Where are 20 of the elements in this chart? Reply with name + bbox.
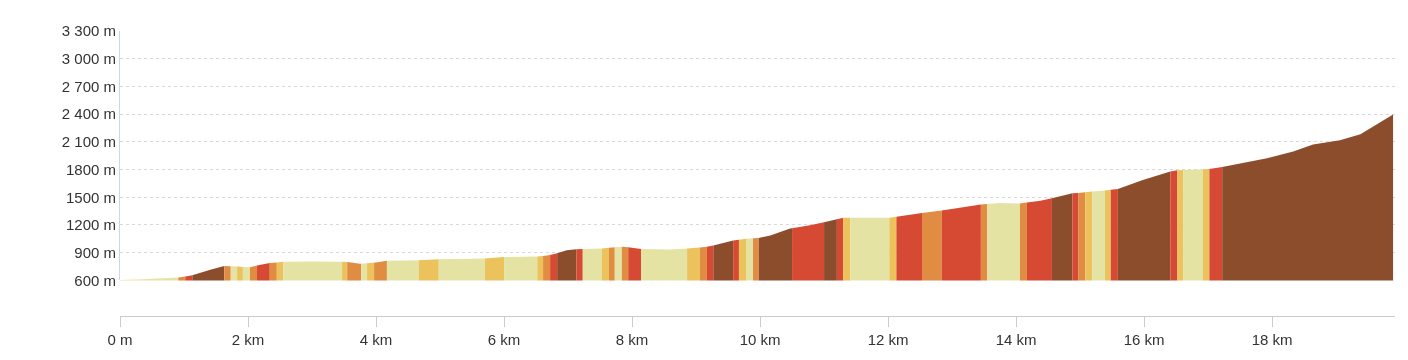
x-tick-label: 16 km xyxy=(1123,331,1165,348)
x-tick-label: 6 km xyxy=(487,331,521,348)
x-tick-label: 2 km xyxy=(231,331,265,348)
x-tick-label: 12 km xyxy=(867,331,909,348)
x-tick-label: 0 m xyxy=(107,331,133,348)
y-tick-label: 1200 m xyxy=(65,216,116,234)
y-tick-label: 2 400 m xyxy=(61,105,116,123)
x-tick-label: 14 km xyxy=(995,331,1037,348)
y-tick-label: 900 m xyxy=(74,243,116,261)
y-tick-label: 2 100 m xyxy=(61,133,116,151)
y-tick-label: 1500 m xyxy=(65,188,116,206)
y-tick-label: 1800 m xyxy=(65,160,116,178)
x-tick-label: 4 km xyxy=(359,331,393,348)
y-tick-label: 2 700 m xyxy=(61,77,116,95)
y-tick-label: 600 m xyxy=(74,271,116,289)
y-tick-label: 3 000 m xyxy=(61,49,116,67)
x-tick-label: 8 km xyxy=(615,331,649,348)
x-tick-label: 18 km xyxy=(1251,331,1293,348)
y-tick-label: 3 300 m xyxy=(61,22,116,40)
x-tick-label: 10 km xyxy=(739,331,781,348)
